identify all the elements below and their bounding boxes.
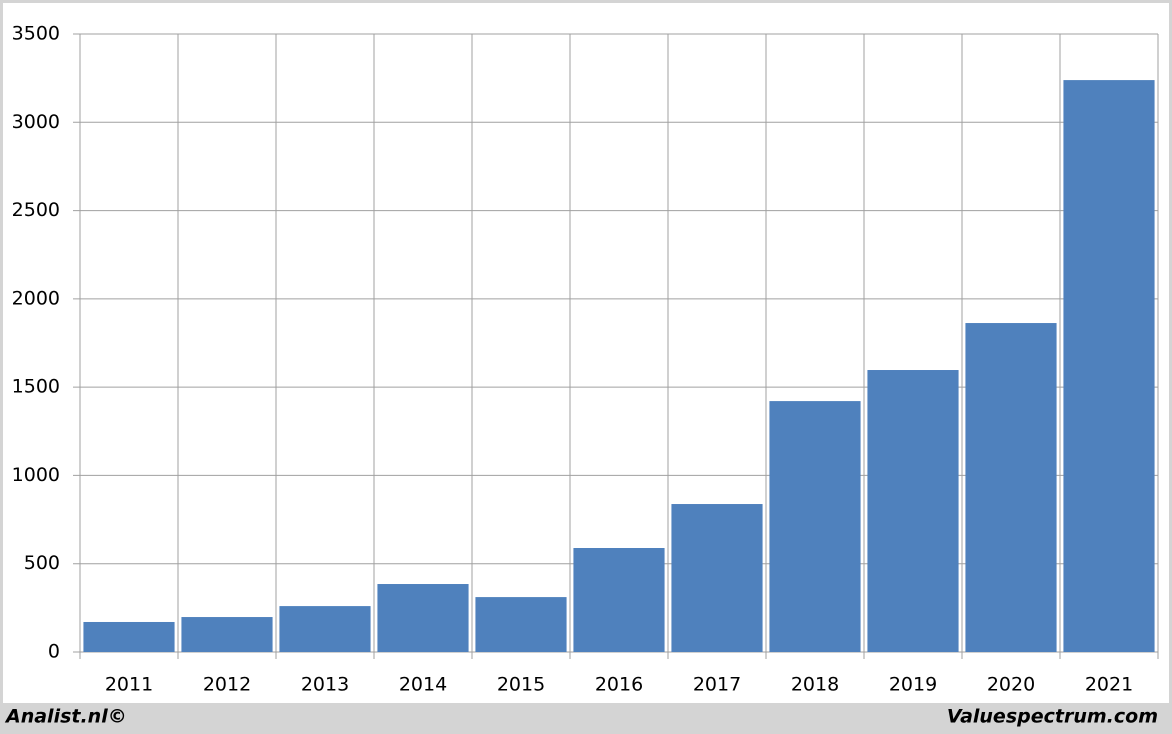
bar xyxy=(475,597,567,652)
bar xyxy=(573,547,665,652)
x-tick-label: 2012 xyxy=(203,674,251,696)
footer-right: Valuespectrum.com xyxy=(947,706,1158,728)
x-tick-label: 2021 xyxy=(1085,674,1133,696)
x-tick-label: 2013 xyxy=(301,674,349,696)
bar xyxy=(83,621,175,652)
bar xyxy=(965,323,1057,652)
x-tick-label: 2016 xyxy=(595,674,643,696)
x-tick-label: 2015 xyxy=(497,674,545,696)
y-tick-label: 3000 xyxy=(12,111,60,133)
x-tick-label: 2019 xyxy=(889,674,937,696)
y-tick-label: 2500 xyxy=(12,199,60,221)
y-tick-label: 1500 xyxy=(12,376,60,398)
x-tick-label: 2020 xyxy=(987,674,1035,696)
bar xyxy=(671,504,763,652)
y-tick-label: 3500 xyxy=(12,23,60,45)
y-tick-label: 2000 xyxy=(12,287,60,309)
bar xyxy=(181,617,273,652)
y-tick-label: 1000 xyxy=(12,464,60,486)
bar xyxy=(1063,80,1155,652)
x-tick-label: 2014 xyxy=(399,674,447,696)
bar xyxy=(867,370,959,652)
bar xyxy=(377,584,469,652)
bar xyxy=(769,401,861,652)
x-tick-label: 2011 xyxy=(105,674,153,696)
x-tick-label: 2018 xyxy=(791,674,839,696)
footer-left: Analist.nl© xyxy=(4,706,127,728)
x-tick-label: 2017 xyxy=(693,674,741,696)
y-tick-label: 0 xyxy=(48,641,60,663)
bar xyxy=(279,606,371,652)
y-tick-label: 500 xyxy=(24,552,60,574)
